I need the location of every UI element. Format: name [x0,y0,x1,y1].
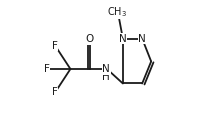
Text: CH$_3$: CH$_3$ [107,5,127,19]
Text: O: O [86,34,94,44]
Text: F: F [44,64,50,74]
Text: N: N [103,64,110,74]
Text: F: F [52,87,58,97]
Text: N: N [119,34,127,44]
Text: F: F [52,41,58,51]
Text: N: N [138,34,146,44]
Text: H: H [103,72,110,82]
